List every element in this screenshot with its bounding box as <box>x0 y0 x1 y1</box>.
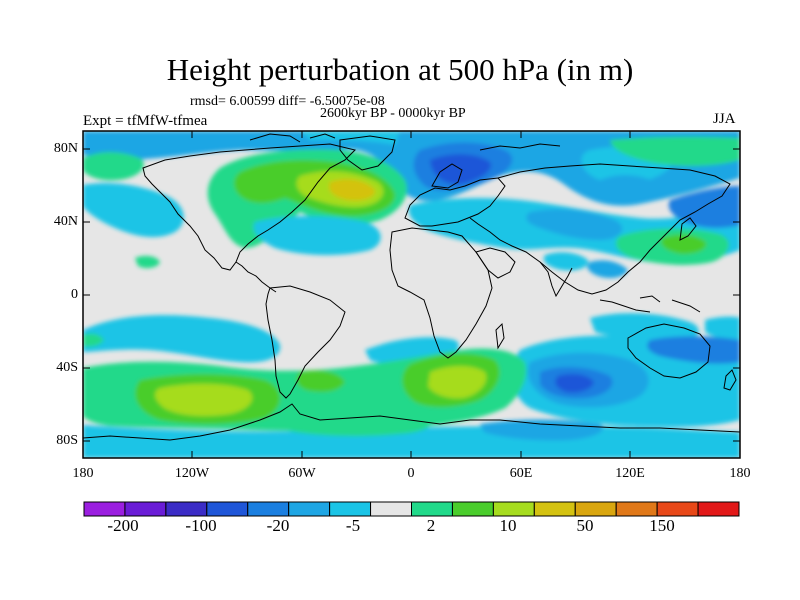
coastline-antarctica <box>83 403 740 441</box>
colorbar-box <box>165 501 208 517</box>
colorbar-box <box>533 501 576 517</box>
colorbar-box <box>411 501 453 517</box>
contour-region <box>599 175 661 202</box>
contour-region <box>83 333 104 347</box>
lat-label-80n: 80N <box>53 141 78 156</box>
colorbar-label: 50 <box>576 516 594 535</box>
experiment-label: Expt = tfMfW-tfmea <box>83 113 208 129</box>
colorbar-box <box>492 501 535 517</box>
colorbar-label: -20 <box>266 516 290 535</box>
colorbar-box <box>124 501 167 517</box>
coastline-canadian-archipelago <box>249 133 336 143</box>
contour-region <box>590 313 699 343</box>
plot-title: Height perturbation at 500 hPa (in m) <box>166 52 634 87</box>
coastline-japan <box>679 217 697 241</box>
contour-region <box>83 315 281 363</box>
colorbar-box <box>288 501 331 517</box>
coastline-madagascar <box>495 322 505 350</box>
colorbar-label: -100 <box>185 516 217 535</box>
coastline-new-zealand <box>723 369 737 391</box>
coastline-north-america <box>142 143 356 271</box>
rmsd-diff-line: rmsd= 6.00599 diff= -6.50075e-08 <box>190 94 385 109</box>
contour-region <box>555 374 594 393</box>
lon-label-180e: 180 <box>729 466 751 481</box>
coastline-scandinavia <box>431 163 463 189</box>
contour-region <box>155 383 253 416</box>
lon-label-120w: 120W <box>174 466 210 481</box>
contour-region <box>296 370 345 392</box>
colorbar-box <box>247 501 290 517</box>
contour-region <box>280 411 431 437</box>
coastline-australia <box>627 323 711 379</box>
contour-region <box>587 260 628 278</box>
colorbar-label: -200 <box>107 516 139 535</box>
contour-fills <box>83 131 740 458</box>
contour-region <box>428 366 487 399</box>
color-bar <box>83 501 740 517</box>
coastline-asia <box>469 163 731 295</box>
period-line: 2600kyr BP - 0000kyr BP <box>320 106 466 121</box>
colorbar-box <box>451 501 494 517</box>
contour-region <box>705 316 740 341</box>
season-label: JJA <box>713 111 736 127</box>
coastline-south-america <box>265 285 346 399</box>
contour-region <box>526 209 623 240</box>
contour-region <box>543 252 589 271</box>
colorbar-box <box>574 501 617 517</box>
contour-region <box>83 152 144 181</box>
lat-label-40n: 40N <box>53 214 78 229</box>
colorbar-box <box>83 501 126 517</box>
contour-region <box>647 336 740 364</box>
contour-region <box>329 179 376 201</box>
colorbar-box <box>656 501 699 517</box>
coastlines <box>83 133 740 441</box>
coastline-indonesia <box>599 295 701 313</box>
colorbar-label: 150 <box>649 516 675 535</box>
coastline-africa <box>389 227 493 359</box>
coastline-europe <box>404 177 506 227</box>
contour-region <box>480 419 604 441</box>
colorbar-label: 2 <box>426 516 436 535</box>
coastline-india <box>539 261 573 298</box>
lon-label-180w: 180 <box>72 466 94 481</box>
contour-region <box>135 255 160 269</box>
colorbar-box <box>329 501 372 517</box>
lon-label-60e: 60E <box>509 466 533 481</box>
colorbar-box <box>370 501 412 517</box>
lat-label-0: 0 <box>71 287 78 302</box>
colorbar-box <box>206 501 249 517</box>
lon-label-60w: 60W <box>288 466 316 481</box>
colorbar-label: -5 <box>345 516 361 535</box>
coastline-siberia-north <box>479 143 561 151</box>
lat-label-40s: 40S <box>56 360 78 375</box>
contour-region <box>83 183 184 238</box>
coastline-arabia <box>475 247 516 279</box>
lon-label-120e: 120E <box>615 466 645 481</box>
colorbar-box <box>697 501 740 517</box>
contour-region <box>253 216 381 256</box>
axis-ticks <box>83 131 740 458</box>
colorbar-label: 10 <box>499 516 517 535</box>
lon-label-0: 0 <box>407 466 415 481</box>
lat-label-80s: 80S <box>56 433 78 448</box>
colorbar-box <box>615 501 658 517</box>
coastline-greenland <box>339 135 396 171</box>
contour-region <box>610 136 740 167</box>
contour-region <box>661 234 707 254</box>
